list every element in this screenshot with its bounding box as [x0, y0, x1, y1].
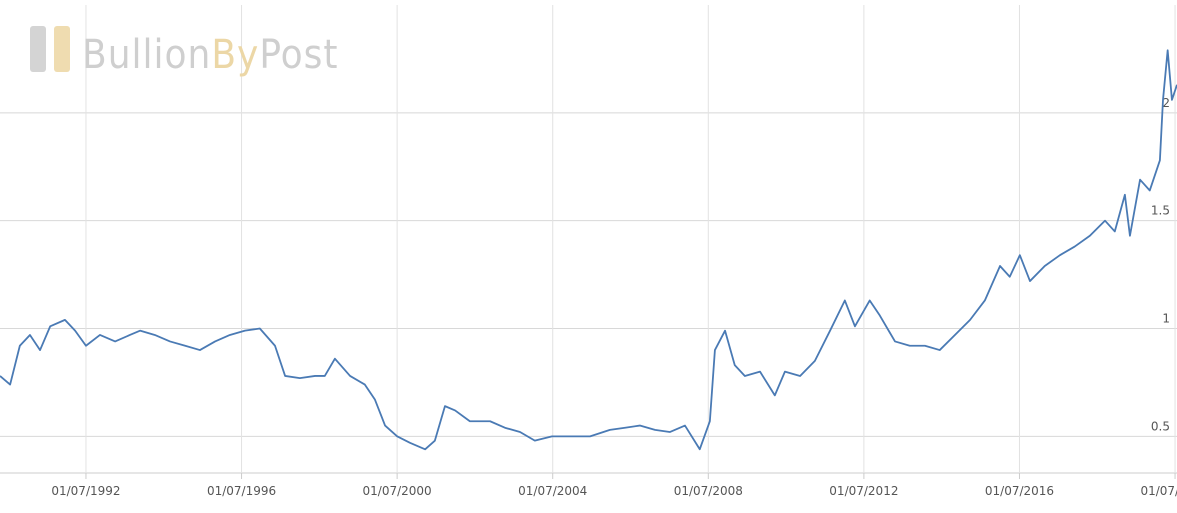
- y-tick-label: 1: [1162, 312, 1170, 326]
- y-tick-label: 2: [1162, 96, 1170, 110]
- x-tick-label: 01/07/2000: [363, 484, 432, 498]
- logo: BullionByPost: [30, 26, 338, 78]
- y-tick-label: 1.5: [1151, 204, 1170, 218]
- x-tick-label: 01/07/1996: [207, 484, 276, 498]
- x-tick-label: 01/07/1992: [51, 484, 120, 498]
- watermark-part: Bullion: [82, 32, 211, 78]
- watermark: BullionByPost: [82, 32, 338, 78]
- watermark-part: Post: [259, 32, 338, 78]
- price-line: [0, 49, 1177, 451]
- axes: 0.5 1 1.5 2 01/07/1992 01/07/1996 01/07/2000 01…: [0, 5, 1177, 498]
- y-tick-label: 0.5: [1151, 419, 1170, 433]
- x-tick-label: 01/07/2012: [829, 484, 898, 498]
- x-tick-label: 01/07/2004: [518, 484, 587, 498]
- watermark-part: By: [211, 32, 259, 78]
- logo-bar-gold: [54, 26, 70, 72]
- x-tick-label: 01/07/2020: [1140, 484, 1177, 498]
- x-tick-label: 01/07/2008: [674, 484, 743, 498]
- logo-bar-silver: [30, 26, 46, 72]
- x-tick-label: 01/07/2016: [985, 484, 1054, 498]
